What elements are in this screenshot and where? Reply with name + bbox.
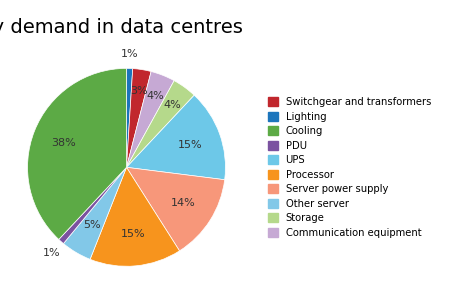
Wedge shape xyxy=(28,68,126,239)
Text: 4%: 4% xyxy=(162,100,180,110)
Wedge shape xyxy=(63,167,126,259)
Text: 5%: 5% xyxy=(83,220,101,230)
Text: 15%: 15% xyxy=(120,229,145,239)
Wedge shape xyxy=(126,69,151,167)
Text: 14%: 14% xyxy=(171,198,195,208)
Wedge shape xyxy=(126,167,224,251)
Wedge shape xyxy=(126,68,133,167)
Wedge shape xyxy=(126,95,225,180)
Wedge shape xyxy=(90,167,179,266)
Title: Energy demand in data centres: Energy demand in data centres xyxy=(0,17,242,37)
Text: 15%: 15% xyxy=(177,140,202,150)
Text: 3%: 3% xyxy=(129,86,147,96)
Wedge shape xyxy=(126,72,174,167)
Text: 1%: 1% xyxy=(42,248,60,258)
Text: 38%: 38% xyxy=(51,138,76,148)
Legend: Switchgear and transformers, Lighting, Cooling, PDU, UPS, Processor, Server powe: Switchgear and transformers, Lighting, C… xyxy=(267,97,430,237)
Wedge shape xyxy=(59,167,126,244)
Text: 1%: 1% xyxy=(121,49,139,58)
Text: 4%: 4% xyxy=(146,91,163,101)
Wedge shape xyxy=(126,81,194,167)
